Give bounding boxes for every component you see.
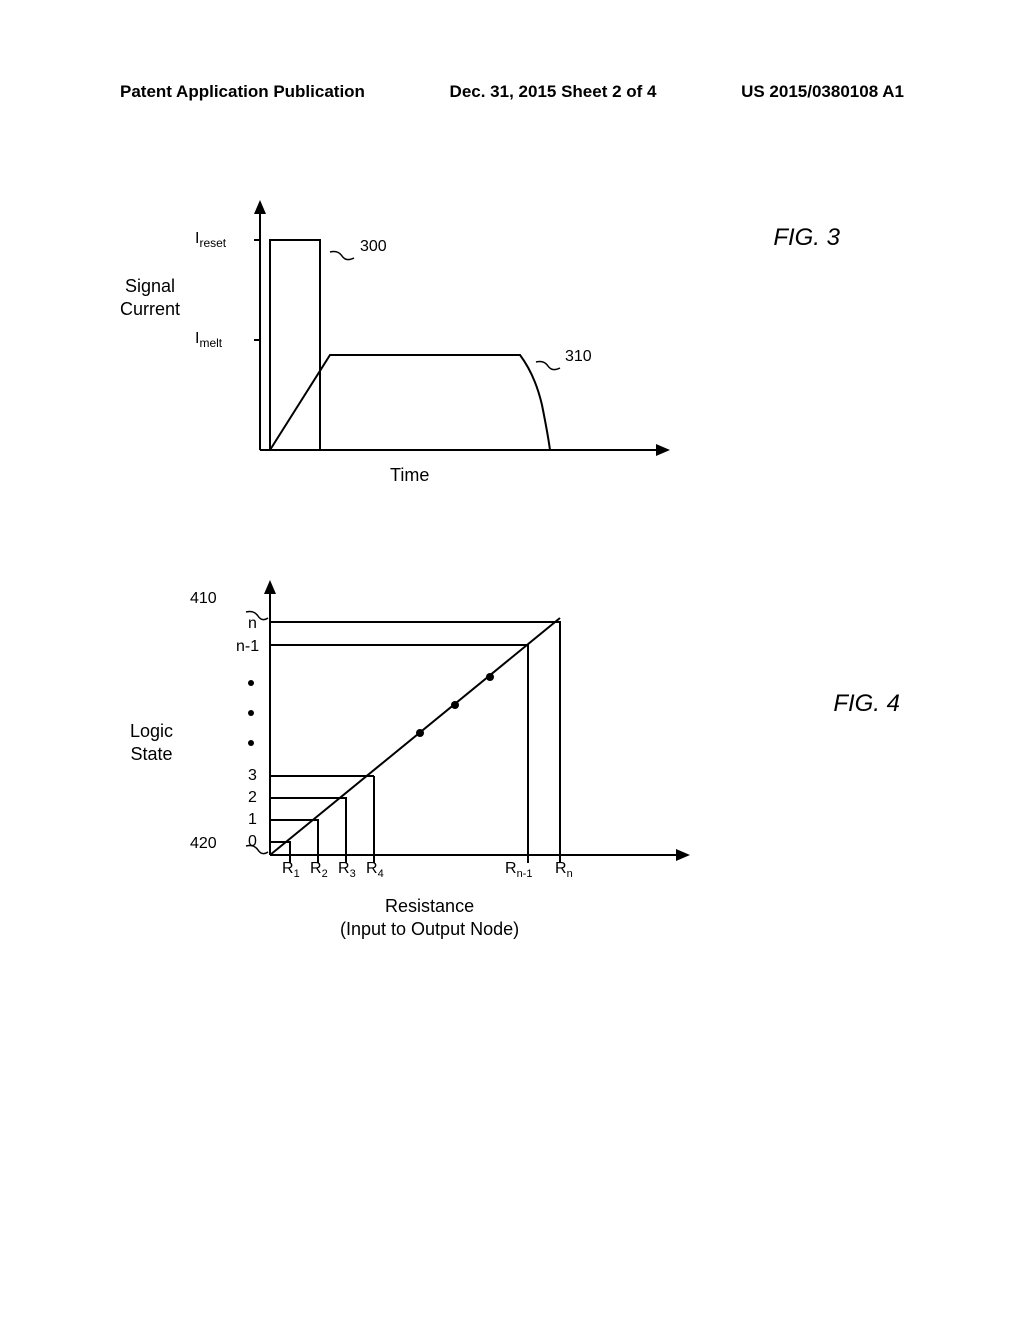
page-header: Patent Application Publication Dec. 31, … xyxy=(0,82,1024,102)
fig3-ytick-melt: Imelt xyxy=(195,330,222,350)
fig4-xlabel: Resistance (Input to Output Node) xyxy=(340,895,519,942)
fig4-chart xyxy=(260,570,780,890)
fig4-ytick-2: 2 xyxy=(248,789,257,807)
header-left: Patent Application Publication xyxy=(120,82,365,102)
fig4-title: FIG. 4 xyxy=(833,690,900,718)
header-right: US 2015/0380108 A1 xyxy=(741,82,904,102)
fig4-callout-420: 420 xyxy=(190,835,217,853)
fig4-ytick-n: n xyxy=(248,615,257,633)
fig3-chart xyxy=(240,200,740,480)
fig4-ytick-1: 1 xyxy=(248,811,257,829)
header-center: Dec. 31, 2015 Sheet 2 of 4 xyxy=(450,82,657,102)
fig4-ytick-3: 3 xyxy=(248,767,257,785)
figure-3: FIG. 3 Signal Current Ireset Imelt 300 3… xyxy=(160,200,780,500)
fig4-ytick-n1: n-1 xyxy=(236,638,259,656)
fig4-ylabel: Logic State xyxy=(130,720,173,767)
fig4-callout-410: 410 xyxy=(190,590,217,608)
fig3-title: FIG. 3 xyxy=(773,224,840,252)
fig3-ytick-reset: Ireset xyxy=(195,230,226,250)
figure-4: FIG. 4 Logic State 410 420 n n-1 3 2 1 0… xyxy=(160,560,780,930)
fig3-ylabel: Signal Current xyxy=(120,275,180,322)
